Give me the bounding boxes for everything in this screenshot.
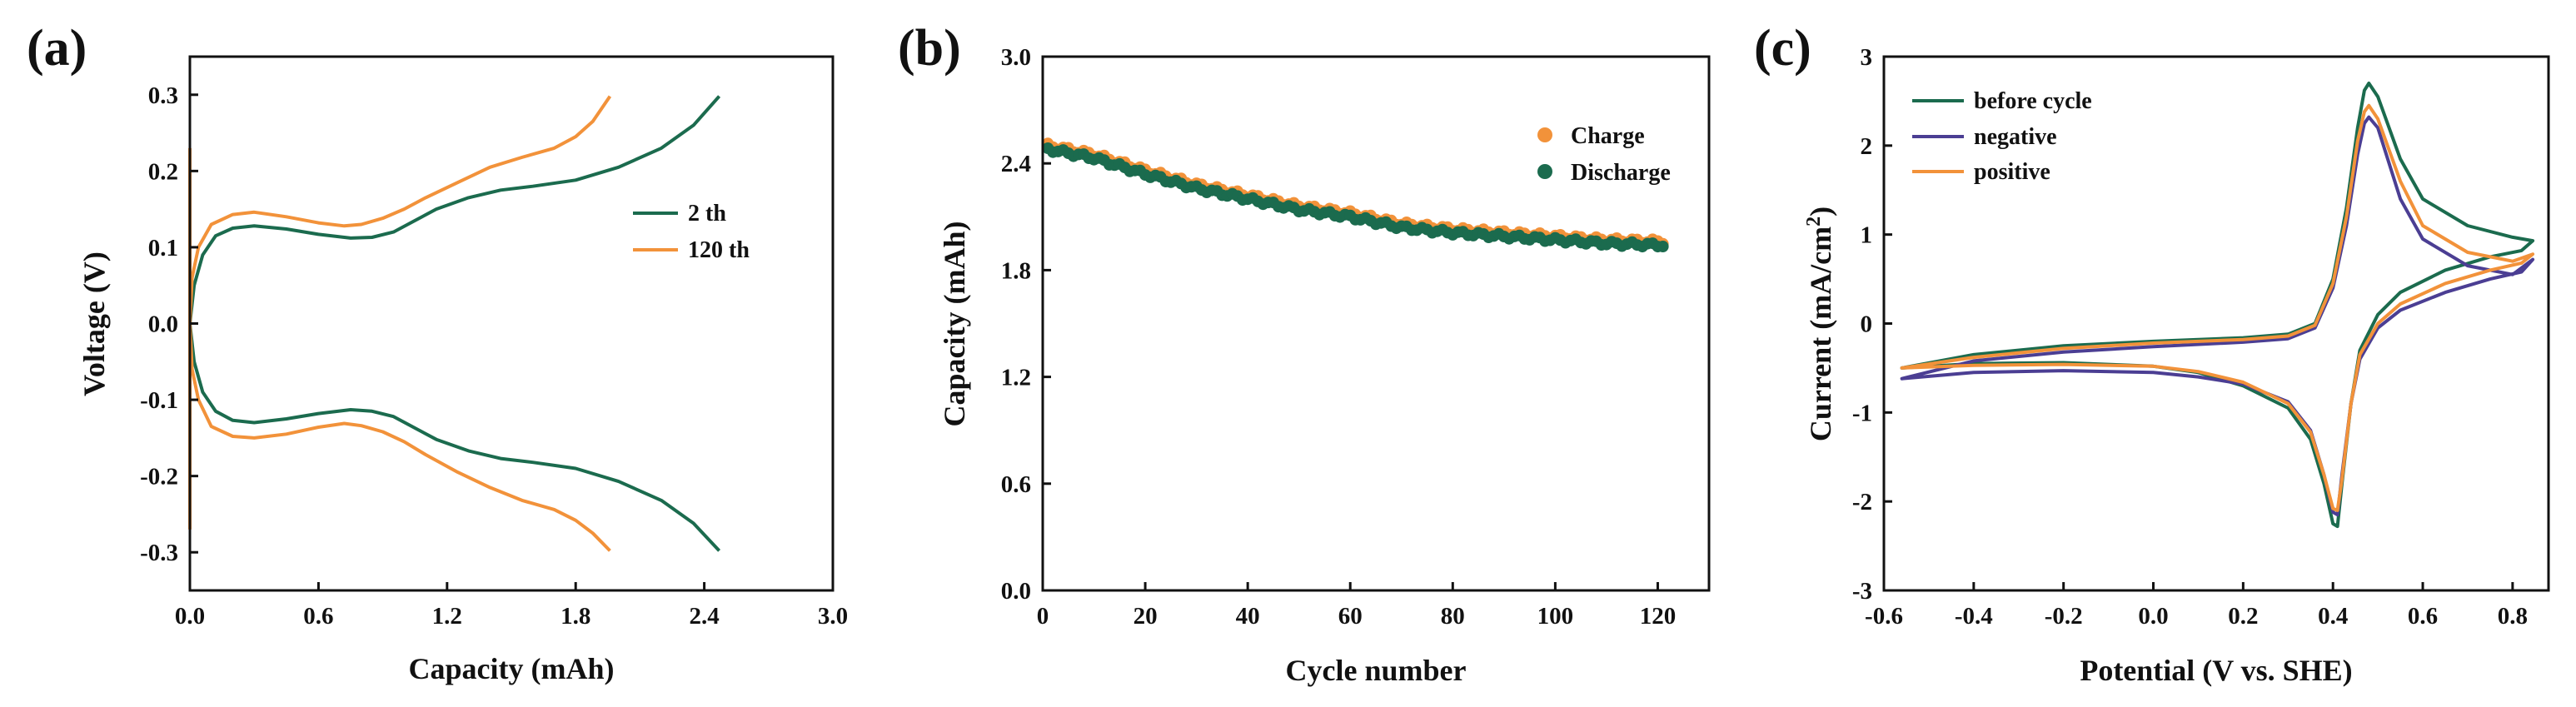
x-tick-label: 0.6 [2408, 603, 2438, 630]
panel-c-x-axis-label: Potential (V vs. SHE) [2080, 654, 2352, 687]
y-tick-label: -2 [1852, 489, 1872, 515]
y-tick-label: -0.3 [140, 540, 178, 566]
panel-b-y-axis-label: Capacity (mAh) [938, 222, 971, 427]
x-tick-label: 0.2 [2228, 603, 2258, 630]
y-tick-label: 0.0 [148, 311, 178, 338]
y-tick-label: 2 [1861, 133, 1873, 160]
panel-c-y-axis-label: Current (mA/cm2) [1803, 207, 1837, 441]
legend-label-2th: 2 th [688, 201, 726, 227]
y-tick-label: 0.1 [148, 235, 178, 261]
discharge-point [1657, 241, 1669, 252]
panel-a-plot-area [188, 95, 721, 552]
panel-c-plot-area [1900, 82, 2535, 529]
panel-a: (a) 0.0 0.6 1.2 1.8 2.4 3.0 -0.3-0.2-0.10.00.… [27, 20, 848, 685]
y-tick-label: 0 [1861, 311, 1873, 338]
x-tick-label: 3.0 [818, 603, 848, 630]
panel-c-legend: before cycle negative positive [1912, 88, 2092, 185]
panel-a-x-ticks: 0.0 0.6 1.2 1.8 2.4 3.0 [175, 582, 848, 630]
charge-series [1042, 137, 1669, 250]
x-tick-label: 60 [1338, 603, 1363, 630]
legend-label-before-cycle: before cycle [1974, 88, 2092, 114]
panel-b-x-ticks: 0 20 40 60 80 100 120 [1037, 582, 1676, 630]
y-tick-label: -3 [1852, 578, 1872, 605]
panel-c-y-axis-label-end: ) [1804, 207, 1837, 217]
legend-marker-charge [1537, 127, 1552, 142]
panel-a-x-axis-label: Capacity (mAh) [409, 652, 615, 685]
120th-discharge-curve [188, 321, 611, 552]
y-tick-label: 3 [1861, 44, 1873, 71]
y-tick-label: 1.8 [1001, 257, 1031, 284]
y-tick-label: 0.6 [1001, 471, 1031, 498]
panel-a-frame [188, 55, 835, 592]
y-tick-label: 2.4 [1001, 151, 1031, 177]
legend-marker-discharge [1537, 164, 1552, 179]
y-tick-label: 0.2 [148, 158, 178, 185]
x-tick-label: 0 [1037, 603, 1049, 630]
x-tick-label: 100 [1537, 603, 1574, 630]
x-tick-label: 0.6 [303, 603, 333, 630]
x-tick-label: -0.2 [2045, 603, 2083, 630]
panel-b-x-axis-label: Cycle number [1286, 654, 1467, 687]
panel-a-y-ticks: -0.3 -0.2 -0.1 0.0 0.1 0.2 0.3 [140, 82, 198, 566]
panel-a-label: (a) [27, 20, 87, 77]
y-tick-label: 3.0 [1001, 44, 1031, 71]
panel-b-y-ticks: 0.0 0.6 1.2 1.8 2.4 3.0 [1001, 44, 1051, 605]
y-tick-label: -0.2 [140, 464, 178, 490]
y-tick-label: -1 [1852, 400, 1872, 426]
2th-discharge-curve [188, 323, 721, 552]
x-tick-label: 0.0 [175, 603, 205, 630]
y-tick-label: 0.0 [1001, 578, 1031, 605]
panel-b-legend: Charge Discharge [1537, 123, 1671, 186]
panel-c-y-axis-label-sup: 2 [1803, 217, 1825, 227]
x-tick-label: -0.4 [1955, 603, 1993, 630]
panel-c-label: (c) [1754, 20, 1811, 77]
y-tick-label: 1.2 [1001, 365, 1031, 391]
y-tick-label: -0.1 [140, 387, 178, 414]
panel-b: (b) 0 20 40 60 80 100 120 0.0 0.6 1.2 1.8 2.4 3.0 C… [898, 20, 1711, 687]
panel-b-label: (b) [898, 20, 961, 77]
legend-label-discharge: Discharge [1571, 160, 1671, 186]
panel-c-y-ticks: -3 -2 -1 0 1 2 3 [1852, 44, 1892, 605]
panel-c-x-ticks: -0.6 -0.4 -0.2 0.0 0.2 0.4 0.6 0.8 [1865, 582, 2528, 630]
x-tick-label: 20 [1134, 603, 1158, 630]
positive-cv-curve [1900, 103, 2535, 512]
x-tick-label: 0.0 [2138, 603, 2168, 630]
y-tick-label: 1 [1861, 222, 1873, 249]
x-tick-label: 2.4 [689, 603, 719, 630]
legend-label-negative: negative [1974, 124, 2057, 150]
panel-a-legend: 2 th 120 th [633, 201, 750, 263]
panel-a-y-axis-label: Voltage (V) [77, 251, 111, 396]
120th-charge-curve [188, 95, 612, 326]
panel-c-y-axis-label-main: Current (mA/cm [1804, 227, 1837, 441]
x-tick-label: 1.8 [561, 603, 590, 630]
2th-charge-curve [188, 95, 721, 324]
panel-b-frame [1041, 55, 1711, 592]
x-tick-label: 0.4 [2318, 603, 2348, 630]
x-tick-label: 40 [1236, 603, 1260, 630]
x-tick-label: 80 [1441, 603, 1465, 630]
panel-c: (c) -0.6 -0.4 -0.2 0.0 0.2 0.4 0.6 0.8 -3 -2 -1 0 1… [1754, 20, 2550, 687]
x-tick-label: -0.6 [1865, 603, 1903, 630]
x-tick-label: 120 [1640, 603, 1677, 630]
panel-b-plot-area [1042, 137, 1669, 253]
legend-label-charge: Charge [1571, 123, 1645, 149]
discharge-series [1042, 142, 1669, 253]
legend-label-120th: 120 th [688, 237, 750, 263]
x-tick-label: 0.8 [2498, 603, 2528, 630]
legend-label-positive: positive [1974, 159, 2050, 185]
y-tick-label: 0.3 [148, 82, 178, 109]
x-tick-label: 1.2 [432, 603, 462, 630]
